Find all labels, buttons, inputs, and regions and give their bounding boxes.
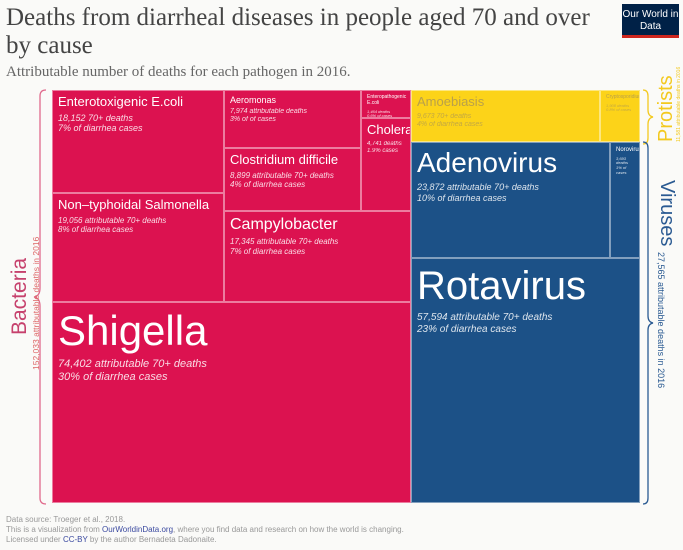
group-label-protists: Protists	[655, 75, 677, 142]
group-total-protists: 11,581 attributable deaths in 2016	[676, 66, 682, 142]
data-source: Data source: Troeger et al., 2018.	[6, 515, 126, 524]
cell-share: 23% of diarrhea cases	[417, 323, 517, 335]
cell-name: Clostridium difficile	[230, 152, 339, 167]
treemap-cell-rotavirus[interactable]: Rotavirus 57,594 attributable 70+ deaths 2…	[411, 258, 640, 503]
cell-name: Non–typhoidal Salmonella	[58, 197, 210, 212]
footer-text: , where you find data and research on ho…	[173, 525, 404, 534]
protists-brace-icon	[642, 89, 654, 145]
cell-share: 7% of diarrhea cases	[230, 246, 306, 256]
treemap-cell-enterotoxigenic-e-coli[interactable]: Enterotoxigenic E.coli 18,152 70+ deaths 7…	[52, 90, 224, 193]
group-label-bacteria: Bacteria	[8, 257, 31, 335]
treemap-cell-shigella[interactable]: Shigella 74,402 attributable 70+ deaths 30…	[52, 302, 411, 503]
cell-share: 0.8% of cases	[606, 107, 632, 113]
cell-deaths: 8,899 attributable 70+ deaths	[230, 170, 334, 180]
cell-share: 4% of diarrhea cases	[230, 180, 306, 190]
chart-subtitle: Attributable number of deaths for each p…	[6, 64, 351, 80]
cell-deaths: 18,152 70+ deaths	[58, 112, 133, 123]
footer-text: This is a visualization from	[6, 525, 103, 534]
cell-share: 0.6% of cases	[367, 113, 393, 118]
license-link[interactable]: CC-BY	[62, 535, 88, 544]
cell-share: 8% of diarrhea cases	[58, 225, 134, 235]
owid-logo[interactable]: Our World in Data	[622, 4, 679, 38]
cell-deaths: 23,872 attributable 70+ deaths	[417, 182, 539, 193]
cell-name: Enteropathogenic E.coli	[367, 94, 407, 106]
viruses-brace-icon	[642, 141, 654, 505]
cell-deaths: 9,673 70+ deaths	[417, 112, 472, 120]
treemap-cell-norovirus[interactable]: Norovirus 3,693 deaths 1% of cases	[610, 142, 640, 258]
cell-share: 30% of diarrhea cases	[58, 370, 168, 383]
cell-deaths: 17,345 attributable 70+ deaths	[230, 237, 339, 247]
treemap-cell-cryptosporidium[interactable]: Cryptosporidium 1,908 deaths 0.8% of cases	[600, 90, 640, 142]
cell-share: 1% of cases	[616, 165, 627, 175]
cell-name: Adenovirus	[417, 147, 558, 178]
treemap-cell-non-typhoidal-salmonella[interactable]: Non–typhoidal Salmonella 19,056 attributa…	[52, 193, 224, 302]
treemap-cell-enteropathogenic-e-coli[interactable]: Enteropathogenic E.coli 1,464 deaths 0.6% …	[361, 90, 411, 118]
treemap-cell-campylobacter[interactable]: Campylobacter 17,345 attributable 70+ dea…	[224, 211, 411, 302]
cell-name: Amoebiasis	[417, 94, 485, 109]
cell-deaths: 57,594 attributable 70+ deaths	[417, 312, 553, 323]
cell-share: 4% of diarrhea cases	[417, 120, 483, 128]
cell-share: 3% of of cases	[230, 116, 276, 124]
group-total-bacteria: 152,033 attributable deaths in 2016	[31, 236, 41, 370]
chart-title: Deaths from diarrheal diseases in people…	[6, 4, 590, 59]
treemap-cell-cholera[interactable]: Cholera 4,741 deaths 1.9% cases	[361, 118, 411, 211]
owid-link[interactable]: OurWorldinData.org	[102, 525, 174, 534]
treemap-cell-aeromonas[interactable]: Aeromonas 7,974 attributable deaths 3% of …	[224, 90, 361, 148]
cell-name: Rotavirus	[417, 264, 586, 308]
bacteria-brace-icon	[33, 89, 47, 505]
cell-deaths: 1,464 deaths	[367, 108, 391, 114]
group-total-viruses: 27,565 attributable deaths in 2016	[656, 252, 666, 389]
cell-deaths: 4,741 deaths	[367, 140, 402, 147]
treemap-cell-amoebiasis[interactable]: Amoebiasis 9,673 70+ deaths 4% of diarrhea…	[411, 90, 600, 142]
cell-name: Enterotoxigenic E.coli	[58, 94, 184, 109]
treemap-cell-adenovirus[interactable]: Adenovirus 23,872 attributable 70+ deaths…	[411, 142, 610, 258]
cell-share: 10% of diarrhea cases	[417, 192, 507, 203]
cell-name: Campylobacter	[230, 216, 338, 233]
footer-text: Licensed under	[6, 535, 63, 544]
cell-deaths: 74,402 attributable 70+ deaths	[58, 358, 207, 371]
cell-name: Aeromonas	[230, 95, 277, 105]
cell-share: 7% of diarrhea cases	[58, 123, 143, 134]
cell-name: Norovirus	[616, 147, 640, 153]
treemap-cell-clostridium-difficile[interactable]: Clostridium difficile 8,899 attributable …	[224, 148, 361, 211]
cell-deaths: 7,974 attributable deaths	[230, 108, 308, 116]
cell-name: Cryptosporidium	[606, 94, 640, 100]
footer: Data source: Troeger et al., 2018. This …	[6, 515, 404, 545]
cell-deaths: 1,908 deaths	[606, 102, 630, 108]
cell-name: Cholera	[367, 122, 411, 137]
cell-deaths: 19,056 attributable 70+ deaths	[58, 215, 167, 225]
cell-name: Shigella	[58, 307, 208, 354]
group-label-viruses: Viruses	[656, 180, 678, 247]
footer-text: by the author Bernadeta Dadonaite.	[87, 535, 217, 544]
cell-deaths: 3,693 deaths	[616, 155, 629, 166]
cell-share: 1.9% cases	[367, 147, 399, 154]
